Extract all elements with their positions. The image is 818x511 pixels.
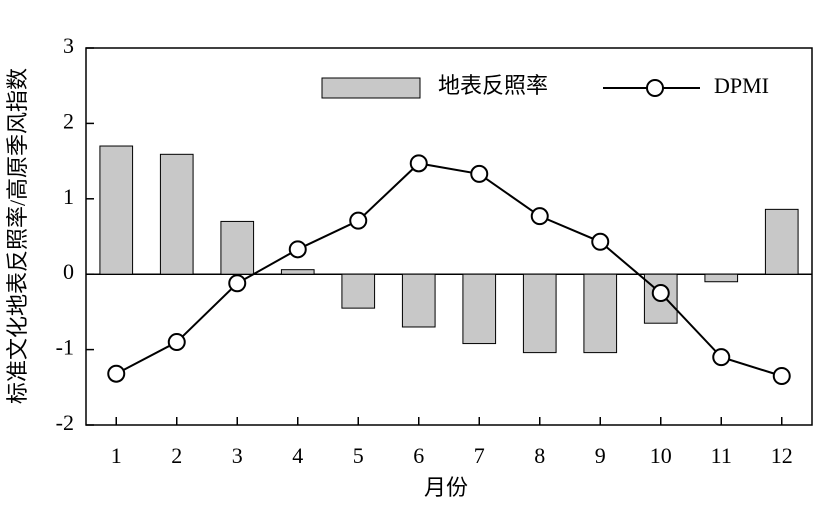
- plot-frame: [85, 47, 813, 426]
- point: [167, 333, 186, 352]
- x-tick-label: 1: [111, 443, 122, 468]
- x-tick-label: 10: [650, 443, 672, 468]
- bar: [401, 273, 436, 328]
- point: [470, 164, 489, 183]
- y-tick-label: -1: [56, 335, 74, 360]
- y-tick-label: 3: [63, 33, 74, 58]
- x-tick-label: 6: [413, 443, 424, 468]
- bar: [704, 273, 739, 283]
- point: [288, 240, 307, 259]
- point: [772, 366, 791, 385]
- legend-swatch: [646, 79, 664, 97]
- y-axis-label: 标准文化地表反照率/高原季风指数: [5, 68, 30, 404]
- x-tick-label: 9: [595, 443, 606, 468]
- bar: [583, 273, 618, 354]
- y-tick-label: 2: [63, 108, 74, 133]
- bar: [341, 273, 376, 309]
- point: [349, 211, 368, 230]
- x-axis-label: 月份: [424, 475, 468, 500]
- x-tick-label: 7: [474, 443, 485, 468]
- x-tick-label: 12: [771, 443, 793, 468]
- y-tick-label: -2: [56, 410, 74, 435]
- x-tick-label: 2: [171, 443, 182, 468]
- bar: [280, 269, 315, 275]
- x-tick-label: 5: [353, 443, 364, 468]
- x-tick-label: 8: [534, 443, 545, 468]
- y-tick-label: 1: [63, 184, 74, 209]
- y-tick-label: 0: [63, 259, 74, 284]
- point: [591, 232, 610, 251]
- bar: [159, 153, 194, 275]
- x-tick-label: 11: [711, 443, 732, 468]
- point: [107, 364, 126, 383]
- point: [530, 207, 549, 226]
- point: [712, 348, 731, 367]
- bar: [462, 273, 497, 345]
- bar: [522, 273, 557, 354]
- bar: [764, 208, 799, 275]
- bar: [220, 220, 255, 275]
- point: [228, 274, 247, 293]
- legend-label: 地表反照率: [438, 73, 548, 98]
- x-tick-label: 4: [292, 443, 303, 468]
- line: [115, 162, 783, 377]
- point: [651, 284, 670, 303]
- point: [409, 154, 428, 173]
- x-tick-label: 3: [232, 443, 243, 468]
- bar: [99, 145, 134, 275]
- legend-swatch: [321, 77, 421, 99]
- legend-label: DPMI: [714, 73, 769, 98]
